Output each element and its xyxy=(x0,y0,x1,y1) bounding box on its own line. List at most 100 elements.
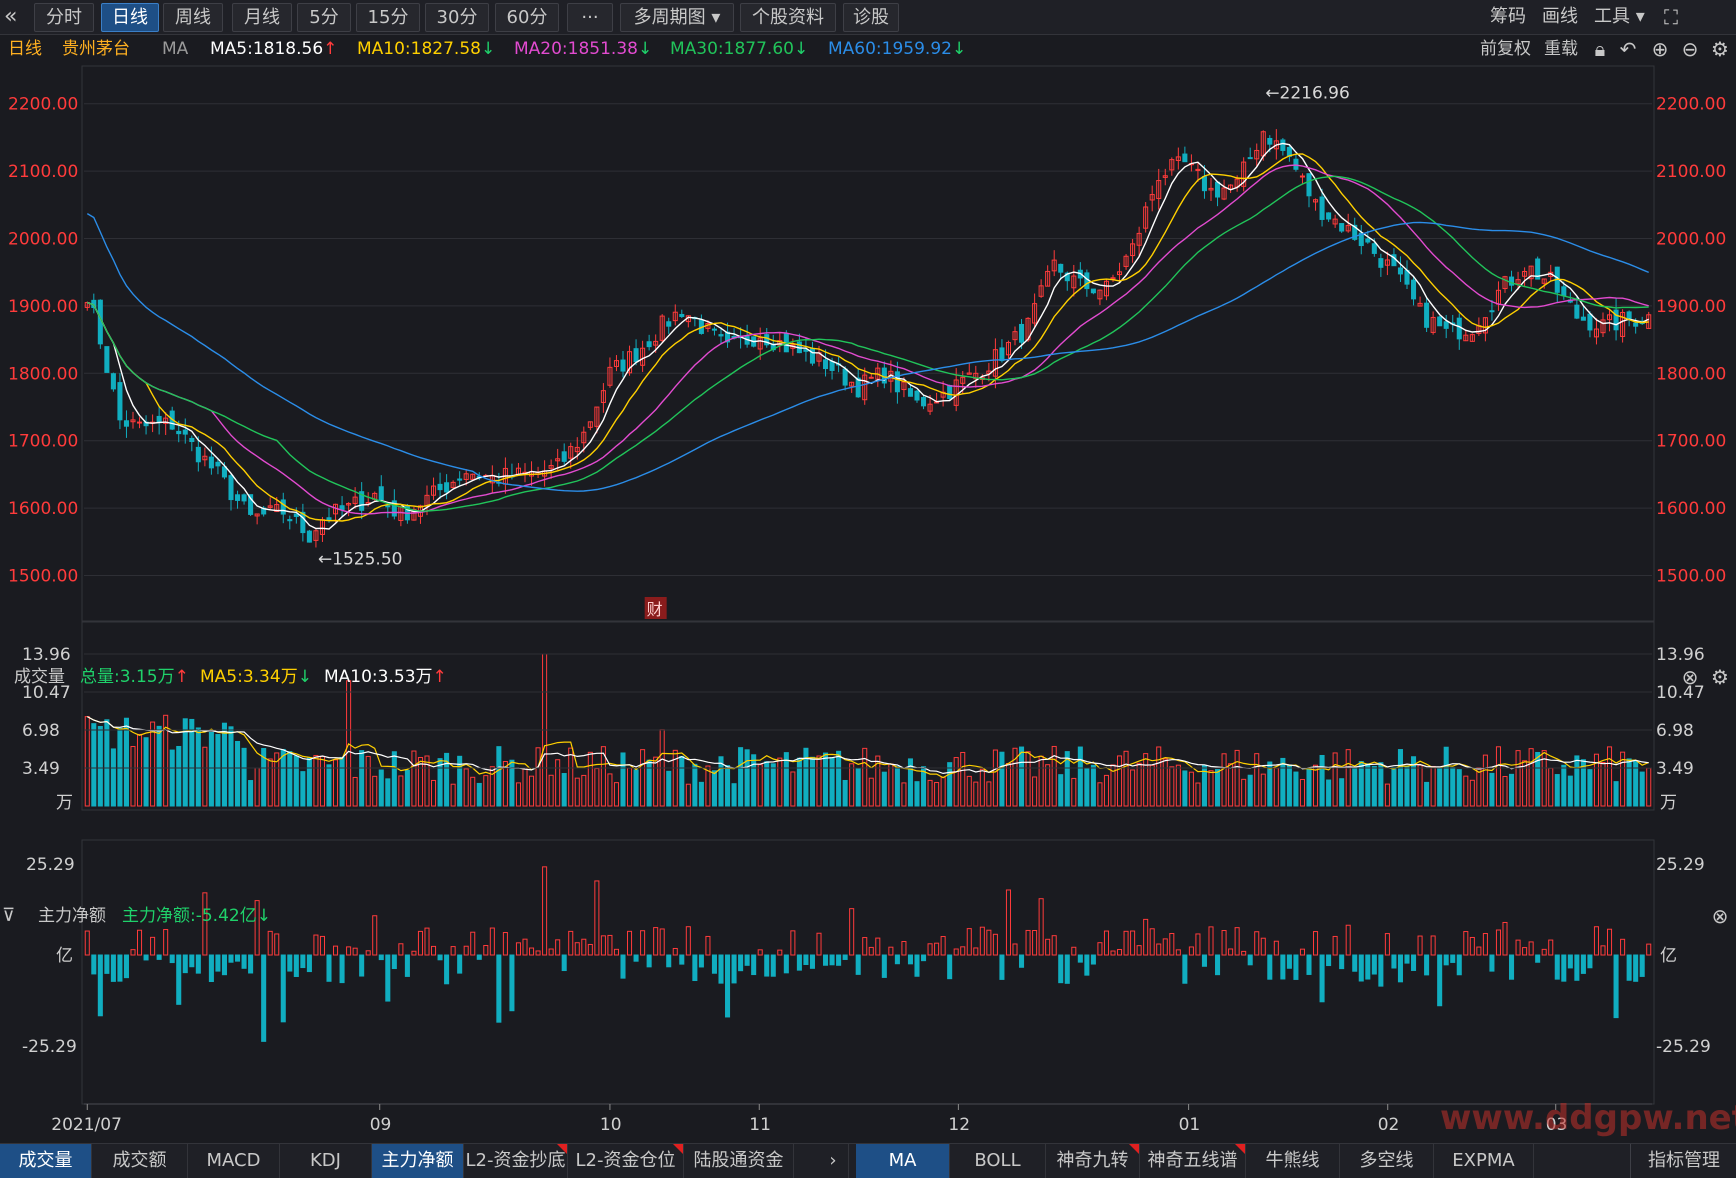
indicator-manage-button[interactable]: 指标管理 xyxy=(1630,1144,1736,1178)
flow-bar xyxy=(1554,954,1560,980)
volume-bar xyxy=(1077,746,1083,807)
flow-bar xyxy=(1567,954,1573,969)
candle-body xyxy=(437,483,443,491)
indicator-name[interactable]: MA xyxy=(162,39,189,59)
indicator-tab-l2-bottom[interactable]: L2-资金抄底 xyxy=(464,1144,568,1178)
zoom-in-icon[interactable]: ⊕ xyxy=(1651,37,1669,61)
candle-body xyxy=(1313,199,1319,203)
flow-bar xyxy=(796,954,802,971)
collapse-left-icon[interactable]: « xyxy=(4,4,18,29)
indicator-tab-turnover[interactable]: 成交额 xyxy=(92,1144,188,1178)
volume-bar xyxy=(600,746,606,807)
volume-bar xyxy=(907,758,913,807)
candle-body xyxy=(424,494,430,507)
flow-bar xyxy=(1293,954,1299,980)
volume-bar xyxy=(979,768,985,807)
flow-bar xyxy=(725,954,731,1018)
flow-bar xyxy=(653,927,659,956)
overlay-tab-expma[interactable]: EXPMA xyxy=(1434,1144,1534,1178)
collapse-icon[interactable]: ⊽ xyxy=(2,905,16,926)
close-icon[interactable]: ⊗ xyxy=(1711,904,1729,928)
tab-30min[interactable]: 30分 xyxy=(425,3,489,32)
overlay-tab-bull-bear[interactable]: 牛熊线 xyxy=(1246,1144,1340,1178)
flow-bar xyxy=(470,931,476,956)
tab-5min[interactable]: 5分 xyxy=(297,3,351,32)
tab-multi-period[interactable]: 多周期图 ▾ xyxy=(620,3,734,32)
tab-stock-profile[interactable]: 个股资料 xyxy=(740,3,836,32)
volume-bar xyxy=(1182,770,1188,807)
candle-body xyxy=(862,374,868,401)
flow-bar xyxy=(1417,935,1423,956)
candle-body xyxy=(1541,278,1547,284)
flow-bar xyxy=(104,954,110,974)
flow-bar xyxy=(1077,954,1083,963)
candle-body xyxy=(1162,175,1168,178)
settings-gear-icon[interactable]: ⚙ xyxy=(1711,37,1729,61)
overlay-tab-boll[interactable]: BOLL xyxy=(950,1144,1046,1178)
indicator-tab-l2-position[interactable]: L2-资金仓位 xyxy=(568,1144,684,1178)
candle-body xyxy=(1032,303,1038,324)
close-icon[interactable]: ⊗ xyxy=(1681,665,1699,689)
volume-bar xyxy=(992,749,998,807)
candle-body xyxy=(999,347,1005,362)
reload-button[interactable]: 重载 xyxy=(1544,39,1578,59)
ma-line-ma5 xyxy=(87,142,1649,530)
candle-body xyxy=(1182,153,1188,163)
tab-15min[interactable]: 15分 xyxy=(356,3,420,32)
tab-weekly[interactable]: 周线 xyxy=(163,3,223,32)
forward-adjust-button[interactable]: 前复权 xyxy=(1480,39,1531,59)
indicator-tab-macd[interactable]: MACD xyxy=(188,1144,280,1178)
zoom-out-icon[interactable]: ⊖ xyxy=(1681,37,1699,61)
indicator-tab-kdj[interactable]: KDJ xyxy=(280,1144,372,1178)
candle-body xyxy=(1299,175,1305,178)
tab-monthly[interactable]: 月线 xyxy=(232,3,292,32)
candle-body xyxy=(1607,314,1613,321)
overlay-tab-magic-five[interactable]: 神奇五线谱 xyxy=(1140,1144,1246,1178)
tabs-scroll-right-icon[interactable]: › xyxy=(818,1144,849,1178)
volume-bar xyxy=(1607,746,1613,807)
tab-diagnose[interactable]: 诊股 xyxy=(843,3,899,32)
flow-bar xyxy=(195,954,201,974)
candle-body xyxy=(1064,272,1070,282)
overlay-tab-long-short[interactable]: 多空线 xyxy=(1340,1144,1434,1178)
volume-bar xyxy=(1515,750,1521,807)
expand-icon[interactable]: ⛶ xyxy=(1664,5,1678,29)
candle-body xyxy=(195,446,201,463)
tab-daily[interactable]: 日线 xyxy=(101,3,159,32)
volume-bar xyxy=(1352,768,1358,807)
flow-bar xyxy=(1123,930,1129,956)
volume-bar xyxy=(221,722,227,807)
indicator-tab-hk-connect[interactable]: 陆股通资金 xyxy=(684,1144,794,1178)
chips-button[interactable]: 筹码 xyxy=(1490,6,1526,27)
volume-bar xyxy=(306,757,312,807)
volume-bar xyxy=(1032,776,1038,807)
flow-bar xyxy=(1247,954,1253,966)
stock-name[interactable]: 贵州茅台 xyxy=(62,39,130,59)
volume-bar xyxy=(248,780,254,807)
indicator-tab-main-flow[interactable]: 主力净额 xyxy=(372,1144,464,1178)
flow-bar xyxy=(1600,945,1606,956)
volume-bar xyxy=(1103,774,1109,807)
volume-bar xyxy=(1437,766,1443,807)
stock-chart[interactable]: 2200.00 2200.00 2100.00 2100.00 2000.00 2000.… xyxy=(0,34,1736,1144)
candle-body xyxy=(960,376,966,384)
volume-bar xyxy=(1522,760,1528,807)
draw-line-button[interactable]: 画线 xyxy=(1542,6,1578,27)
tab-more[interactable]: ··· xyxy=(567,3,613,32)
flow-bar xyxy=(156,954,162,960)
lock-icon[interactable]: 🔒︎ xyxy=(1594,37,1606,61)
candle-body xyxy=(921,397,927,407)
settings-gear-icon[interactable]: ⚙ xyxy=(1711,665,1729,689)
overlay-tab-magic-nine[interactable]: 神奇九转 xyxy=(1046,1144,1140,1178)
tab-60min[interactable]: 60分 xyxy=(495,3,559,32)
volume-bar xyxy=(849,763,855,807)
indicator-tab-volume[interactable]: 成交量 xyxy=(0,1144,92,1178)
volume-bar xyxy=(287,751,293,807)
tools-menu-button[interactable]: 工具 ▾ xyxy=(1594,6,1645,27)
volume-bar xyxy=(1188,771,1194,807)
overlay-tab-ma[interactable]: MA xyxy=(856,1144,950,1178)
candle-body xyxy=(123,420,129,427)
volume-bar xyxy=(1149,764,1155,807)
undo-icon[interactable]: ↶ xyxy=(1619,37,1637,61)
tab-intraday[interactable]: 分时 xyxy=(34,3,94,32)
